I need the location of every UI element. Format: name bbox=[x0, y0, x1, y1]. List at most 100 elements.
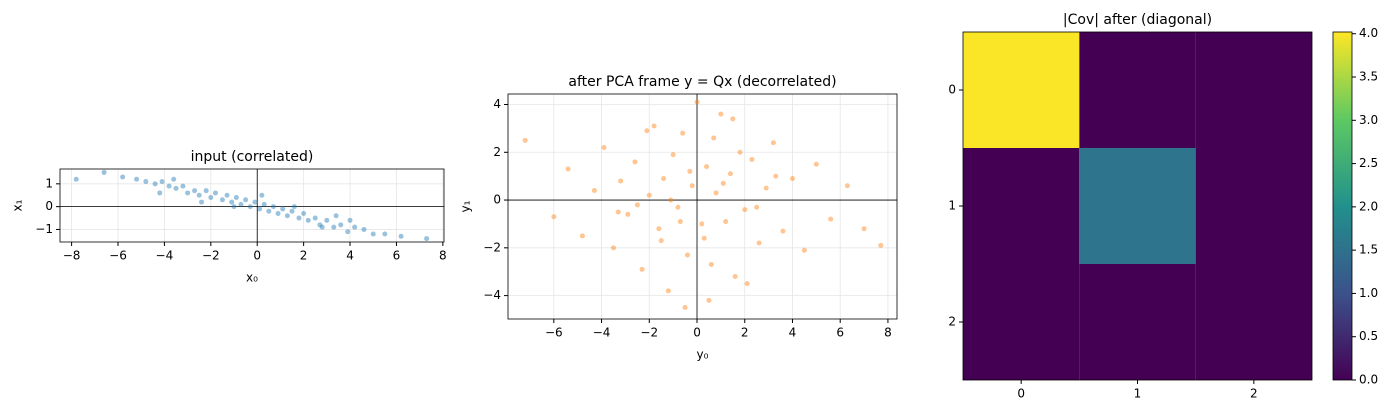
colorbar bbox=[1332, 31, 1353, 381]
point bbox=[252, 199, 258, 205]
heatmap-cell bbox=[1195, 32, 1312, 148]
point bbox=[247, 204, 253, 210]
point bbox=[658, 238, 664, 244]
x-tick-label: 4 bbox=[346, 249, 354, 263]
heatmap-cell bbox=[1079, 264, 1196, 380]
axes-frame bbox=[962, 31, 1313, 381]
point bbox=[682, 305, 688, 311]
point bbox=[333, 213, 339, 219]
point bbox=[261, 201, 267, 207]
point bbox=[668, 197, 674, 203]
point bbox=[305, 217, 311, 223]
point bbox=[551, 214, 557, 220]
panel-title: |Cov| after (diagonal) bbox=[1063, 12, 1212, 28]
point bbox=[199, 199, 205, 205]
x-tick-label: −8 bbox=[63, 249, 81, 263]
point bbox=[680, 130, 686, 136]
point bbox=[243, 197, 249, 203]
point bbox=[196, 192, 202, 198]
x-tick-label: 0 bbox=[693, 326, 701, 340]
colorbar-tick-label: 3.0 bbox=[1359, 113, 1378, 127]
point bbox=[208, 195, 214, 201]
point bbox=[166, 183, 172, 189]
point bbox=[780, 228, 786, 234]
point bbox=[319, 224, 325, 230]
point bbox=[317, 222, 323, 228]
point bbox=[723, 219, 729, 225]
point bbox=[615, 209, 621, 215]
axes-frame bbox=[59, 168, 445, 243]
point bbox=[266, 208, 272, 214]
point bbox=[591, 187, 597, 193]
y-tick-label: −2 bbox=[483, 240, 501, 254]
point bbox=[224, 192, 230, 198]
point bbox=[257, 206, 263, 212]
point bbox=[670, 152, 676, 158]
point bbox=[706, 297, 712, 303]
point bbox=[708, 262, 714, 268]
x-tick-label: 6 bbox=[393, 249, 401, 263]
point bbox=[711, 135, 717, 141]
point bbox=[701, 235, 707, 241]
point bbox=[770, 140, 776, 146]
y-tick-label: 0 bbox=[493, 193, 501, 207]
x-tick-label: 8 bbox=[884, 326, 892, 340]
y-axis-label: x₁ bbox=[11, 199, 25, 211]
x-tick-label: −4 bbox=[593, 326, 611, 340]
point bbox=[134, 176, 140, 182]
x-tick-label: −2 bbox=[202, 249, 220, 263]
point bbox=[878, 242, 884, 248]
y-axis-label: y₁ bbox=[459, 200, 473, 212]
point bbox=[601, 145, 607, 151]
point bbox=[238, 201, 244, 207]
point bbox=[646, 192, 652, 198]
point bbox=[754, 204, 760, 210]
point bbox=[259, 192, 265, 198]
point bbox=[718, 111, 724, 117]
point bbox=[749, 156, 755, 162]
point bbox=[773, 173, 779, 179]
x-tick-label: −4 bbox=[156, 249, 174, 263]
point bbox=[639, 266, 645, 272]
point bbox=[713, 190, 719, 196]
point bbox=[763, 185, 769, 191]
point bbox=[720, 180, 726, 186]
colorbar-tick-label: 2.5 bbox=[1359, 156, 1378, 170]
x-tick-label: 6 bbox=[836, 326, 844, 340]
point bbox=[625, 211, 631, 217]
colorbar-tick-label: 0.0 bbox=[1359, 373, 1378, 387]
point bbox=[171, 176, 177, 182]
panel-title: input (correlated) bbox=[191, 149, 314, 165]
heatmap-cell bbox=[1195, 148, 1312, 264]
point bbox=[185, 190, 191, 196]
point bbox=[289, 208, 295, 214]
y-tick-label: 1 bbox=[45, 176, 53, 190]
point bbox=[361, 226, 367, 232]
point bbox=[744, 281, 750, 287]
axes-frame bbox=[507, 93, 898, 320]
point bbox=[565, 166, 571, 172]
point bbox=[699, 221, 705, 227]
point bbox=[861, 226, 867, 232]
point bbox=[370, 231, 376, 237]
colorbar-tick-label: 1.0 bbox=[1359, 286, 1378, 300]
point bbox=[644, 128, 650, 134]
heatmap-cell bbox=[1195, 264, 1312, 380]
point bbox=[301, 210, 307, 216]
point bbox=[143, 179, 149, 185]
y-tick-label: 1 bbox=[948, 199, 956, 213]
heatmap-cell bbox=[963, 264, 1080, 380]
point bbox=[656, 226, 662, 232]
heatmap-cell bbox=[1079, 148, 1196, 264]
point bbox=[813, 161, 819, 167]
heatmap-cell bbox=[963, 148, 1080, 264]
colorbar-tick-label: 2.0 bbox=[1359, 199, 1378, 213]
point bbox=[280, 206, 286, 212]
point bbox=[324, 217, 330, 223]
x-tick-label: −6 bbox=[545, 326, 563, 340]
y-tick-label: 4 bbox=[493, 97, 501, 111]
panel-title: after PCA frame y = Qx (decorrelated) bbox=[568, 74, 836, 90]
point bbox=[665, 288, 671, 294]
point bbox=[229, 199, 235, 205]
x-tick-label: 0 bbox=[253, 249, 261, 263]
